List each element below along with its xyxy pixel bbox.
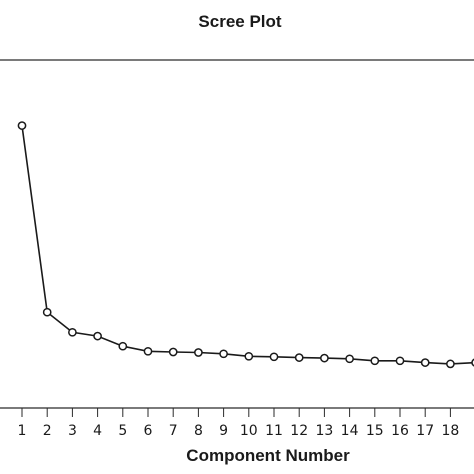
data-point	[118, 341, 128, 351]
x-tick-label: 13	[315, 423, 333, 439]
x-tick-label: 10	[240, 423, 258, 439]
data-point	[420, 358, 430, 367]
data-point	[17, 121, 27, 130]
x-tick-label: 9	[219, 423, 228, 439]
data-point	[345, 354, 354, 364]
data-point	[244, 351, 254, 361]
data-point	[42, 307, 52, 317]
series-layer	[21, 125, 474, 365]
chart-title: Scree Plot	[198, 12, 281, 31]
data-point	[320, 353, 329, 363]
data-point	[269, 352, 279, 362]
data-point	[93, 331, 102, 341]
data-point	[395, 356, 405, 366]
plot-frame	[0, 59, 474, 409]
x-tick-label: 6	[144, 423, 153, 439]
x-tick-label: 11	[265, 423, 283, 439]
data-point	[219, 349, 228, 359]
series-line	[21, 125, 474, 365]
x-tick-label: 3	[68, 423, 77, 439]
x-tick-label: 14	[341, 423, 359, 439]
x-axis-ticks: 1 2 3 4 5 6 7 8 9 10 11 12 13 14 15 16 17 18	[18, 408, 459, 439]
data-point	[68, 327, 77, 337]
x-tick-label: 5	[118, 423, 127, 439]
data-point	[446, 359, 455, 369]
x-axis-label: Component Number	[186, 446, 350, 465]
x-tick-label: 18	[441, 423, 459, 439]
x-tick-label: 15	[366, 423, 384, 439]
x-tick-label: 8	[194, 423, 203, 439]
x-tick-label: 12	[290, 423, 308, 439]
x-tick-label: 7	[169, 423, 178, 439]
data-point	[370, 356, 380, 366]
points-layer	[17, 121, 474, 369]
data-point	[143, 346, 153, 356]
x-tick-label: 17	[416, 423, 434, 439]
data-point	[294, 353, 304, 362]
x-tick-label: 2	[43, 423, 52, 439]
x-tick-label: 1	[18, 423, 27, 439]
data-point	[194, 348, 203, 357]
x-tick-label: 16	[391, 423, 409, 439]
data-point	[168, 347, 178, 357]
x-tick-label: 4	[93, 423, 102, 439]
